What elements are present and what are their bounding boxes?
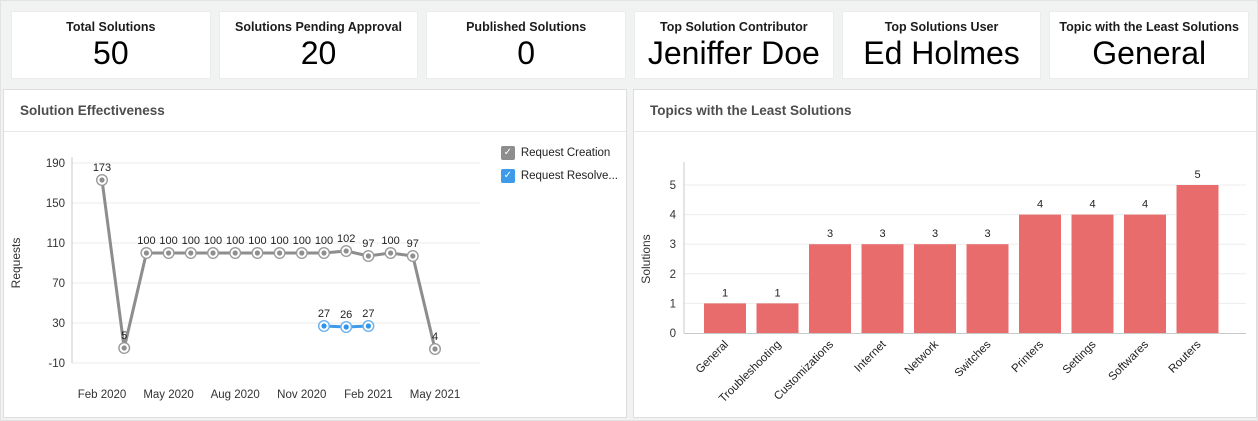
kpi-label: Top Solutions User xyxy=(884,19,999,34)
svg-text:1: 1 xyxy=(774,287,780,299)
svg-text:3: 3 xyxy=(984,228,990,240)
chart-legend: ✓ Request Creation ✓ Request Resolve... xyxy=(500,146,618,192)
svg-text:Printers: Printers xyxy=(1010,338,1047,375)
panel-header: Topics with the Least Solutions xyxy=(634,90,1256,132)
svg-text:Switches: Switches xyxy=(953,338,994,379)
svg-text:5: 5 xyxy=(1194,169,1200,181)
svg-text:30: 30 xyxy=(52,318,65,330)
legend-label: Request Creation xyxy=(520,147,611,159)
kpi-value: 50 xyxy=(93,34,129,71)
svg-text:3: 3 xyxy=(827,228,833,240)
svg-text:4: 4 xyxy=(1142,199,1148,211)
kpi-card-topic-least-solutions: Topic with the Least Solutions General xyxy=(1049,11,1250,79)
panel-header: Solution Effectiveness xyxy=(4,90,626,132)
kpi-card-published-solutions: Published Solutions 0 xyxy=(426,11,627,79)
panel-topics-least-solutions: Topics with the Least Solutions 0 1 2 3 4 5 So… xyxy=(633,89,1257,418)
kpi-card-top-solution-contributor: Top Solution Contributor Jeniffer Doe xyxy=(634,11,834,79)
svg-text:173: 173 xyxy=(93,162,111,174)
svg-text:5: 5 xyxy=(121,330,127,342)
svg-text:100: 100 xyxy=(381,235,399,247)
svg-text:150: 150 xyxy=(46,198,65,210)
svg-text:100: 100 xyxy=(270,235,288,247)
svg-text:70: 70 xyxy=(52,278,65,290)
svg-text:97: 97 xyxy=(362,238,374,250)
legend-item-request-creation[interactable]: ✓ Request Creation xyxy=(500,146,618,160)
svg-text:3: 3 xyxy=(670,239,676,251)
svg-text:100: 100 xyxy=(226,235,244,247)
svg-text:-10: -10 xyxy=(48,358,65,370)
svg-text:3: 3 xyxy=(879,228,885,240)
svg-text:1: 1 xyxy=(670,298,676,310)
kpi-card-solutions-pending-approval: Solutions Pending Approval 20 xyxy=(218,11,419,79)
kpi-label: Topic with the Least Solutions xyxy=(1059,19,1240,34)
svg-text:5: 5 xyxy=(670,180,676,192)
kpi-label: Published Solutions xyxy=(466,19,587,34)
svg-text:Aug 2020: Aug 2020 xyxy=(211,389,260,401)
kpi-value: 20 xyxy=(300,34,337,71)
svg-text:Softwares: Softwares xyxy=(1106,338,1151,383)
kpi-row: Total Solutions 50 Solutions Pending App… xyxy=(11,11,1250,79)
svg-text:Solutions: Solutions xyxy=(639,234,653,283)
svg-text:2: 2 xyxy=(670,269,676,281)
svg-text:0: 0 xyxy=(670,328,676,340)
svg-text:Routers: Routers xyxy=(1167,338,1204,375)
svg-text:4: 4 xyxy=(432,331,438,343)
svg-text:97: 97 xyxy=(407,238,419,250)
svg-text:100: 100 xyxy=(248,235,266,247)
svg-text:4: 4 xyxy=(670,210,677,222)
svg-text:Nov 2020: Nov 2020 xyxy=(277,389,326,401)
kpi-value: Ed Holmes xyxy=(863,34,1020,71)
line-chart-canvas[interactable]: 190 150 110 70 30 -10 Feb 2020 May 2020 Aug 2020… xyxy=(4,132,492,417)
checked-checkbox-icon: ✓ xyxy=(500,169,515,183)
svg-text:27: 27 xyxy=(318,308,330,320)
svg-text:Feb 2020: Feb 2020 xyxy=(78,389,127,401)
svg-text:1: 1 xyxy=(722,287,728,299)
svg-text:Settings: Settings xyxy=(1061,338,1099,376)
kpi-label: Top Solution Contributor xyxy=(660,19,808,34)
svg-text:General: General xyxy=(694,339,731,376)
svg-text:100: 100 xyxy=(315,235,333,247)
svg-text:27: 27 xyxy=(362,308,374,320)
svg-text:100: 100 xyxy=(159,235,177,247)
checked-checkbox-icon: ✓ xyxy=(500,146,515,160)
panel-title: Topics with the Least Solutions xyxy=(650,103,852,118)
kpi-value: Jeniffer Doe xyxy=(647,34,820,71)
svg-text:4: 4 xyxy=(1037,199,1043,211)
svg-text:4: 4 xyxy=(1089,199,1095,211)
svg-text:26: 26 xyxy=(340,309,352,321)
svg-text:190: 190 xyxy=(46,158,65,170)
svg-text:Requests: Requests xyxy=(9,238,23,289)
svg-text:100: 100 xyxy=(137,235,155,247)
kpi-value: General xyxy=(1092,34,1207,71)
svg-text:Internet: Internet xyxy=(853,338,890,375)
svg-text:100: 100 xyxy=(182,235,200,247)
svg-text:102: 102 xyxy=(337,233,355,245)
bar-chart-area: 0 1 2 3 4 5 Solutions 1 1 3 3 3 3 4 4 4 5 General Troubles… xyxy=(634,132,1256,417)
svg-text:Feb 2021: Feb 2021 xyxy=(344,389,393,401)
charts-row: Solution Effectiveness 190 150 110 70 30 -10 F… xyxy=(3,89,1257,418)
svg-text:Network: Network xyxy=(903,338,941,376)
panel-solution-effectiveness: Solution Effectiveness 190 150 110 70 30 -10 F… xyxy=(3,89,627,418)
kpi-value: 0 xyxy=(517,34,536,71)
svg-text:110: 110 xyxy=(47,238,65,250)
kpi-card-total-solutions: Total Solutions 50 xyxy=(11,11,211,79)
legend-label: Request Resolve... xyxy=(520,170,618,182)
svg-text:May 2021: May 2021 xyxy=(410,389,461,401)
svg-text:100: 100 xyxy=(293,235,311,247)
legend-item-request-resolved[interactable]: ✓ Request Resolve... xyxy=(500,169,618,183)
panel-title: Solution Effectiveness xyxy=(20,103,165,118)
kpi-label: Total Solutions xyxy=(66,19,156,34)
svg-text:May 2020: May 2020 xyxy=(143,389,194,401)
kpi-label: Solutions Pending Approval xyxy=(235,19,402,34)
kpi-card-top-solutions-user: Top Solutions User Ed Holmes xyxy=(841,11,1042,79)
svg-text:3: 3 xyxy=(932,228,938,240)
svg-text:100: 100 xyxy=(204,235,222,247)
line-chart-area: 190 150 110 70 30 -10 Feb 2020 May 2020 Aug 2020… xyxy=(4,132,626,417)
